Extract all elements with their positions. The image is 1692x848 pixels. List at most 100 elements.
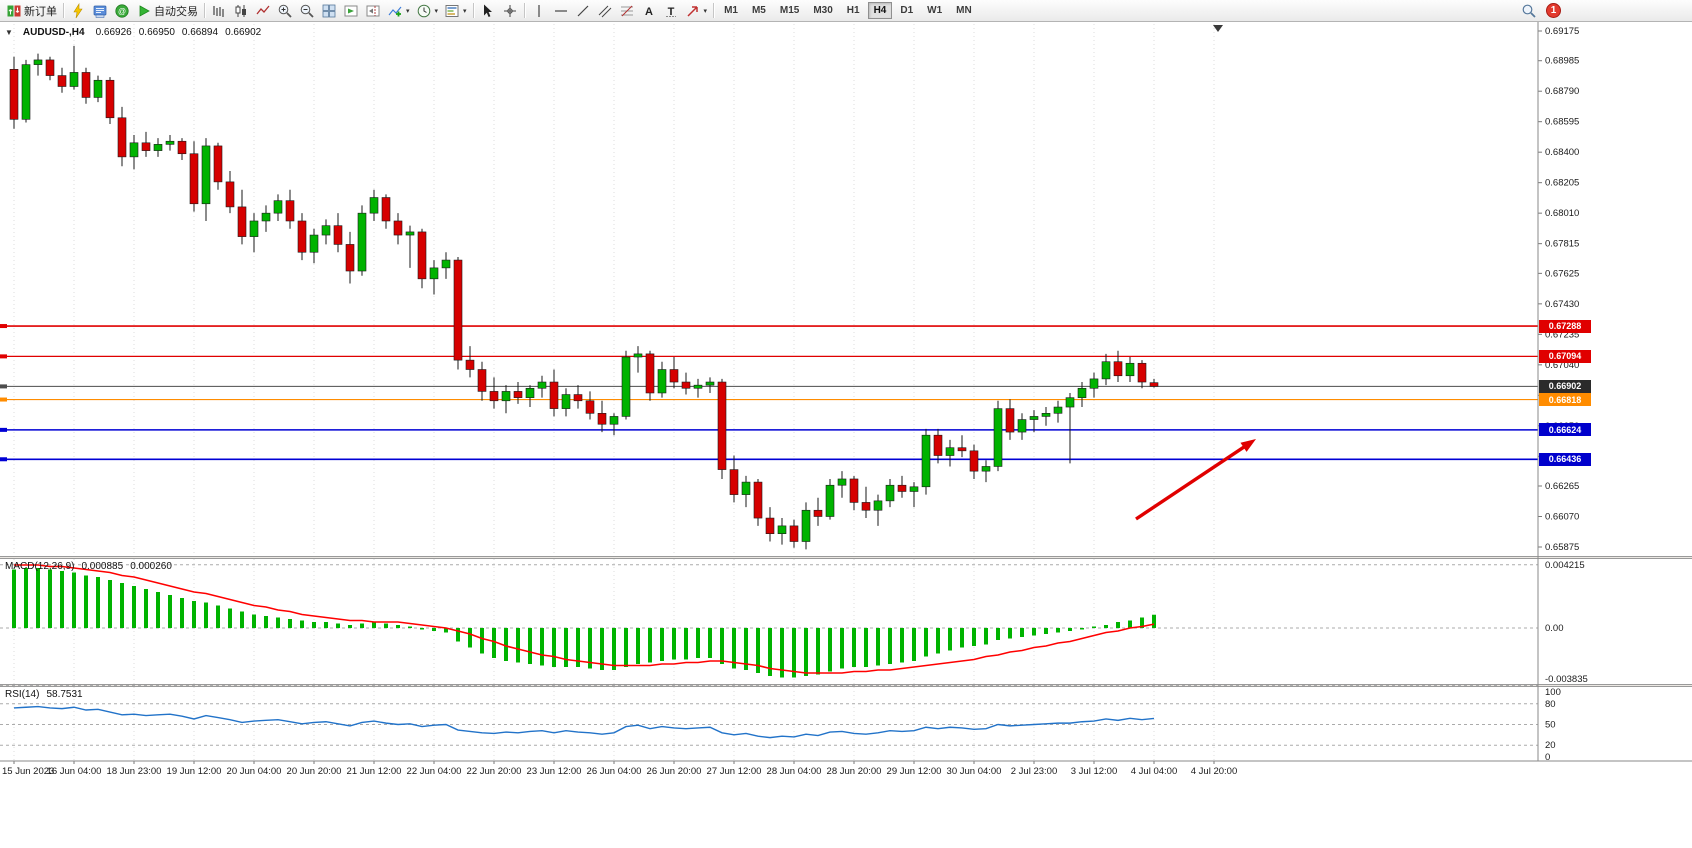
dropdown-caret-icon: ▾ — [703, 7, 708, 15]
arrows-tool-button[interactable]: ▾ — [682, 1, 711, 21]
fibonacci-tool-button[interactable] — [616, 1, 638, 21]
bear-candle — [681, 381, 691, 389]
bull-candle — [153, 144, 163, 151]
trend-arrow-head — [1240, 439, 1256, 452]
tile-windows-button[interactable] — [318, 1, 340, 21]
bull-candle — [981, 466, 991, 472]
rsi-axis-label: 20 — [1545, 740, 1556, 751]
price-axis-label: 0.67235 — [1545, 329, 1579, 340]
templates-button[interactable]: ▾ — [441, 1, 470, 21]
time-axis-label: 21 Jun 12:00 — [347, 766, 402, 777]
hline-anchor[interactable] — [0, 354, 7, 359]
zoom-out-button[interactable] — [296, 1, 318, 21]
toolbar-separator — [523, 3, 525, 18]
price-axis-label: 0.66070 — [1545, 511, 1579, 522]
time-axis-label: 20 Jun 20:00 — [287, 766, 342, 777]
bull-candle — [993, 408, 1003, 467]
time-axis-label: 27 Jun 12:00 — [707, 766, 762, 777]
clock-icon — [417, 4, 430, 17]
bull-candle — [261, 212, 271, 222]
metaeditor-icon — [93, 5, 107, 18]
trend-arrow[interactable] — [1135, 442, 1251, 521]
candlestick-chart-button[interactable] — [230, 1, 252, 21]
mql5-community-icon: @ — [115, 3, 129, 18]
horizontal-line-tool-button[interactable] — [550, 1, 572, 21]
indicators-icon — [388, 6, 402, 16]
bear-candle — [1137, 362, 1147, 383]
channel-tool-button[interactable] — [594, 1, 616, 21]
bear-candle — [57, 75, 67, 87]
hline-anchor[interactable] — [0, 324, 7, 329]
cursor-tool-button[interactable] — [477, 1, 499, 21]
panel-separator[interactable] — [0, 556, 1692, 559]
bull-candle — [705, 381, 715, 386]
hline-anchor[interactable] — [0, 427, 7, 432]
hline-anchor[interactable] — [0, 397, 7, 402]
vertical-line-tool-button[interactable] — [528, 1, 550, 21]
periods-button[interactable]: ▾ — [413, 1, 442, 21]
timeframe-m30-button[interactable]: M30 — [813, 5, 833, 16]
bear-candle — [897, 484, 907, 492]
text-tool-button[interactable]: A — [638, 1, 660, 21]
macd-axis-label: -0.003835 — [1545, 674, 1588, 685]
bull-candle — [273, 200, 283, 214]
label-tool-icon: T — [665, 6, 676, 18]
bear-candle — [9, 69, 19, 120]
time-axis-label: 22 Jun 20:00 — [467, 766, 522, 777]
bull-candle — [885, 484, 895, 502]
rsi-line — [13, 705, 1155, 739]
indicators-button[interactable]: ▾ — [384, 1, 413, 21]
price-axis-label: 0.66455 — [1545, 451, 1579, 462]
timeframe-d1-button[interactable]: D1 — [900, 5, 914, 16]
price-axis-label: 0.67625 — [1545, 268, 1579, 279]
timeframe-h1-button[interactable]: H1 — [846, 5, 860, 16]
new-order-button[interactable]: 新订单 — [3, 1, 60, 21]
trendline-tool-button[interactable] — [572, 1, 594, 21]
bull-candle — [321, 225, 331, 236]
autotrading-button[interactable]: 自动交易 — [133, 1, 201, 21]
bear-candle — [381, 197, 391, 222]
toolbar-right-group: 1 — [1521, 3, 1689, 19]
metaeditor-button[interactable] — [89, 1, 111, 21]
time-axis-label: 4 Jul 04:00 — [1131, 766, 1177, 777]
price-axis-label: 0.69175 — [1545, 26, 1579, 37]
bar-chart-button[interactable] — [208, 1, 230, 21]
bear-candle — [297, 220, 307, 253]
price-axis-label: 0.67430 — [1545, 299, 1579, 310]
timeframe-m1-button[interactable]: M1 — [724, 5, 738, 16]
new-chart-button[interactable] — [67, 1, 89, 21]
crosshair-tool-button[interactable] — [499, 1, 521, 21]
bull-candle — [405, 231, 415, 236]
chart-shift-button[interactable] — [362, 1, 384, 21]
hline-anchor[interactable] — [0, 457, 7, 462]
bear-candle — [225, 181, 235, 208]
hline-anchor[interactable] — [0, 384, 7, 389]
bull-candle — [1089, 378, 1099, 389]
notification-badge[interactable]: 1 — [1546, 3, 1561, 18]
price-axis-label: 0.68790 — [1545, 86, 1579, 97]
line-chart-button[interactable] — [252, 1, 274, 21]
timeframe-h4-button[interactable]: H4 — [867, 2, 893, 19]
auto-scroll-button[interactable] — [340, 1, 362, 21]
bear-candle — [765, 517, 775, 534]
bull-candle — [441, 259, 451, 269]
arrows-tool-icon — [687, 5, 698, 17]
chart-shift-icon — [366, 5, 380, 16]
timeframe-w1-button[interactable]: W1 — [927, 5, 943, 16]
bear-candle — [813, 509, 823, 517]
bull-candle — [945, 447, 955, 456]
bull-candle — [561, 394, 571, 409]
bull-candle — [309, 234, 319, 253]
timeframe-m15-button[interactable]: M15 — [779, 5, 800, 16]
toolbar-separator — [472, 3, 474, 18]
new-order-label: 新订单 — [24, 5, 57, 18]
label-tool-button[interactable]: T — [660, 1, 682, 21]
timeframe-m5-button[interactable]: M5 — [751, 5, 766, 16]
zoom-in-button[interactable] — [274, 1, 296, 21]
chart-shift-marker[interactable] — [1213, 25, 1223, 32]
search-icon[interactable] — [1521, 3, 1537, 19]
bull-candle — [837, 478, 847, 486]
timeframe-mn-button[interactable]: MN — [956, 5, 972, 16]
mql5-community-button[interactable]: @ — [111, 1, 133, 21]
